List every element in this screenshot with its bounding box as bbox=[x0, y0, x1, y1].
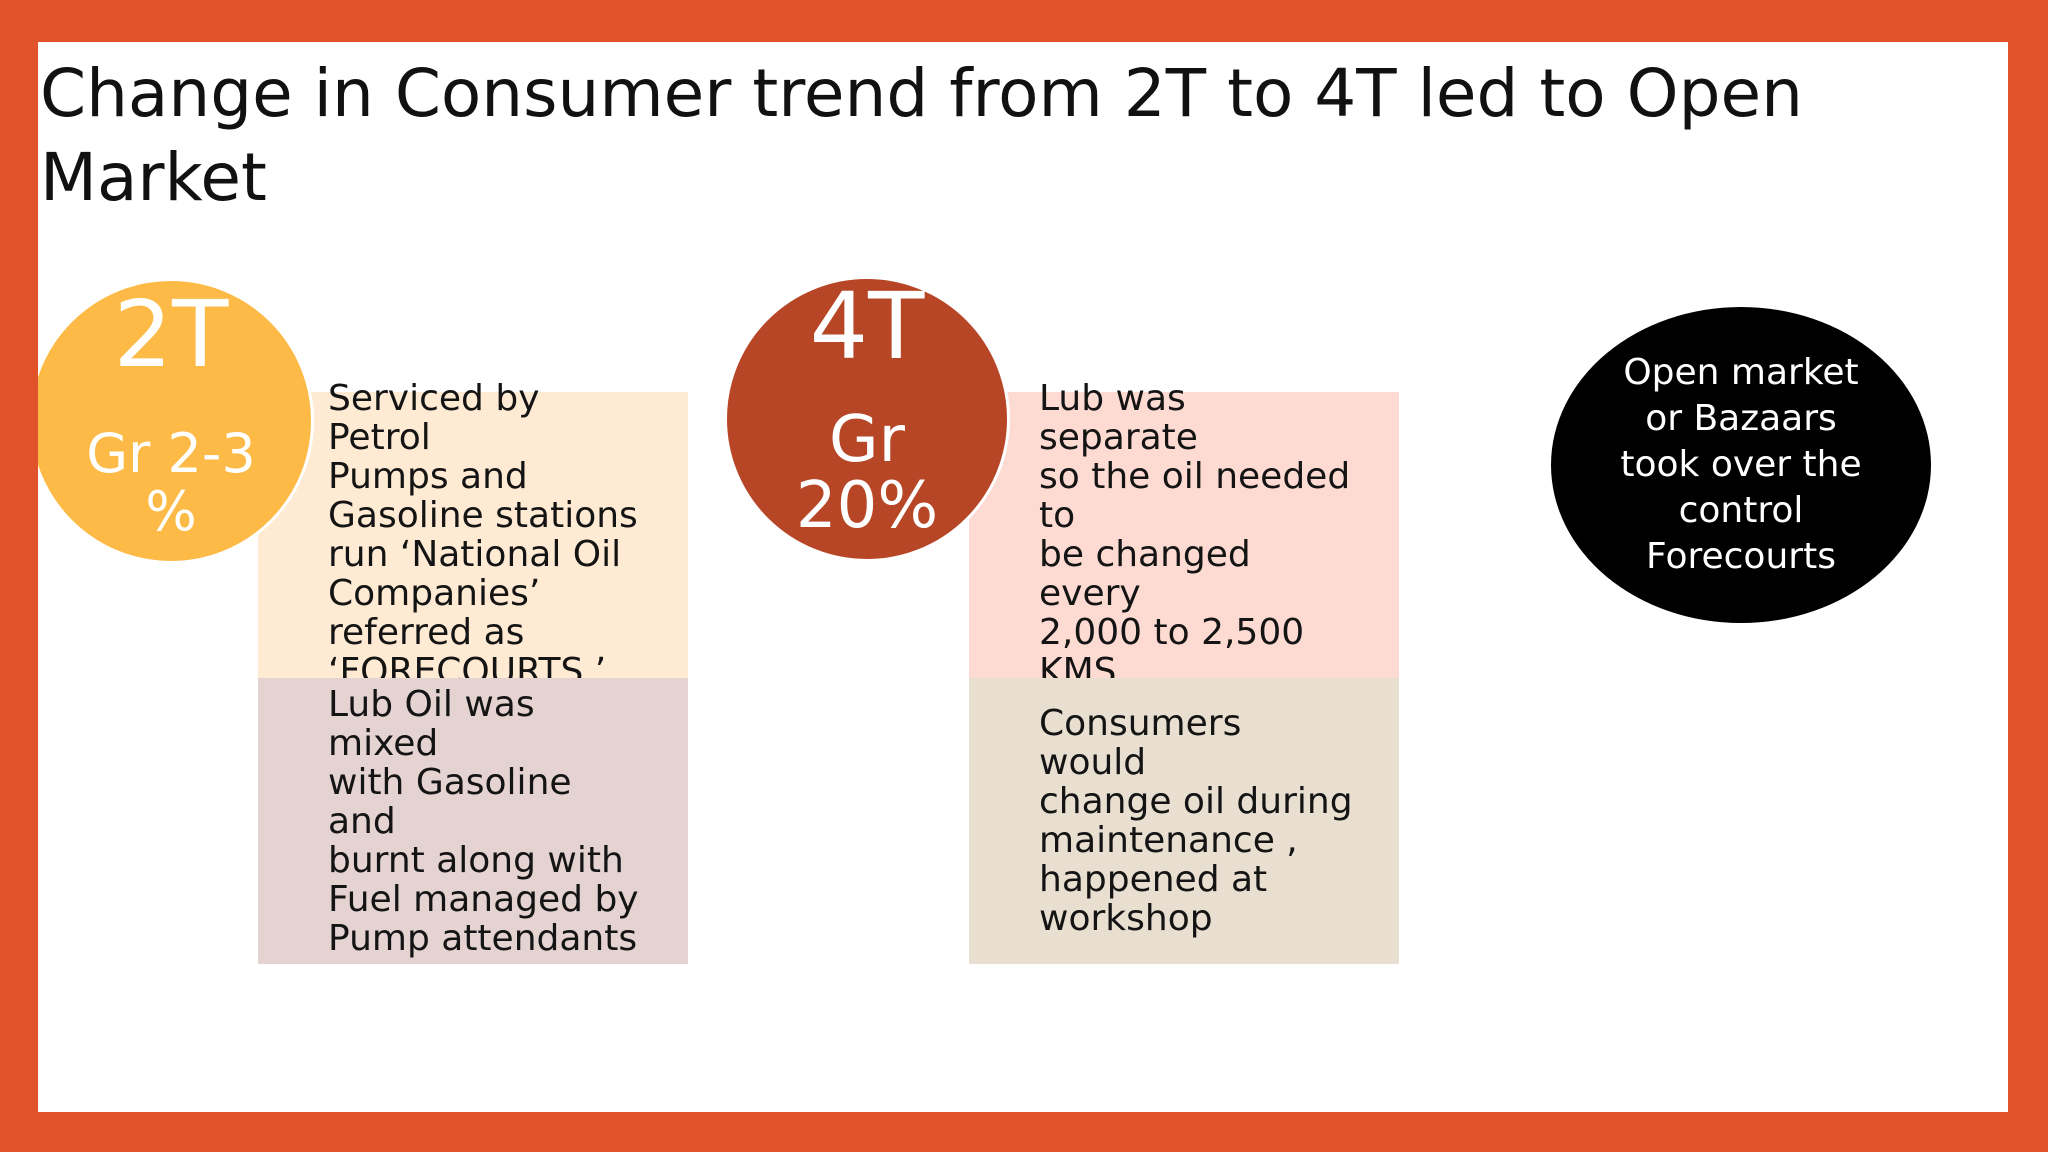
2t-forecourts-line: Companies’ bbox=[328, 573, 541, 614]
2t-forecourts-line: Serviced by Petrol bbox=[328, 378, 540, 458]
4t-lub-separate-line: so the oil needed to bbox=[1039, 456, 1351, 536]
4t-workshop-line: Consumers would bbox=[1039, 703, 1242, 783]
4t-lub-separate-line: Lub was separate bbox=[1039, 378, 1198, 458]
2t-forecourts-line: Pumps and bbox=[328, 456, 528, 497]
2t-forecourts-line: Gasoline stations bbox=[328, 495, 638, 536]
4t-workshop-box: Consumers would change oil during mainte… bbox=[969, 678, 1399, 964]
4t-lub-separate-line: 2,000 to 2,500 KMS bbox=[1039, 612, 1305, 692]
title-area: Change in Consumer trend from 2T to 4T l… bbox=[38, 42, 2008, 264]
4t-lub-separate-line: be changed every bbox=[1039, 534, 1251, 614]
4t-workshop-line: workshop bbox=[1039, 898, 1213, 939]
2t-growth: Gr 2-3 % bbox=[86, 422, 256, 543]
2t-forecourts-line: run ‘National Oil bbox=[328, 534, 622, 575]
slide-title: Change in Consumer trend from 2T to 4T l… bbox=[40, 55, 1803, 216]
open-market-ellipse: Open market or Bazaars took over the con… bbox=[1551, 307, 1931, 623]
2t-forecourts-box: Serviced by Petrol Pumps and Gasoline st… bbox=[258, 379, 688, 691]
4t-growth: Gr 20% bbox=[795, 403, 939, 543]
2t-lub-oil-line: Pump attendants bbox=[328, 917, 638, 959]
open-market-text: Open market or Bazaars took over the con… bbox=[1620, 352, 1862, 577]
4t-circle: 4T Gr 20% bbox=[724, 276, 1010, 562]
2t-lub-oil-line: with Gasoline and bbox=[328, 761, 572, 842]
4t-workshop-line: happened at bbox=[1039, 859, 1268, 900]
2t-lub-oil-box: Lub Oil was mixed with Gasoline and burn… bbox=[258, 678, 688, 964]
2t-lub-oil-line: burnt along with bbox=[328, 839, 624, 881]
2t-forecourts-line: referred as bbox=[328, 612, 525, 653]
4t-workshop-line: maintenance , bbox=[1039, 820, 1298, 861]
2t-label: 2T bbox=[113, 281, 229, 388]
2t-lub-oil-line: Lub Oil was mixed bbox=[328, 683, 535, 764]
2t-circle: 2T Gr 2-3 % bbox=[38, 278, 314, 564]
4t-label: 4T bbox=[809, 273, 925, 380]
slide-canvas: Change in Consumer trend from 2T to 4T l… bbox=[38, 42, 2008, 1112]
4t-lub-separate-box: Lub was separate so the oil needed to be… bbox=[969, 379, 1399, 691]
2t-lub-oil-line: Fuel managed by bbox=[328, 878, 639, 920]
4t-workshop-line: change oil during bbox=[1039, 781, 1353, 822]
